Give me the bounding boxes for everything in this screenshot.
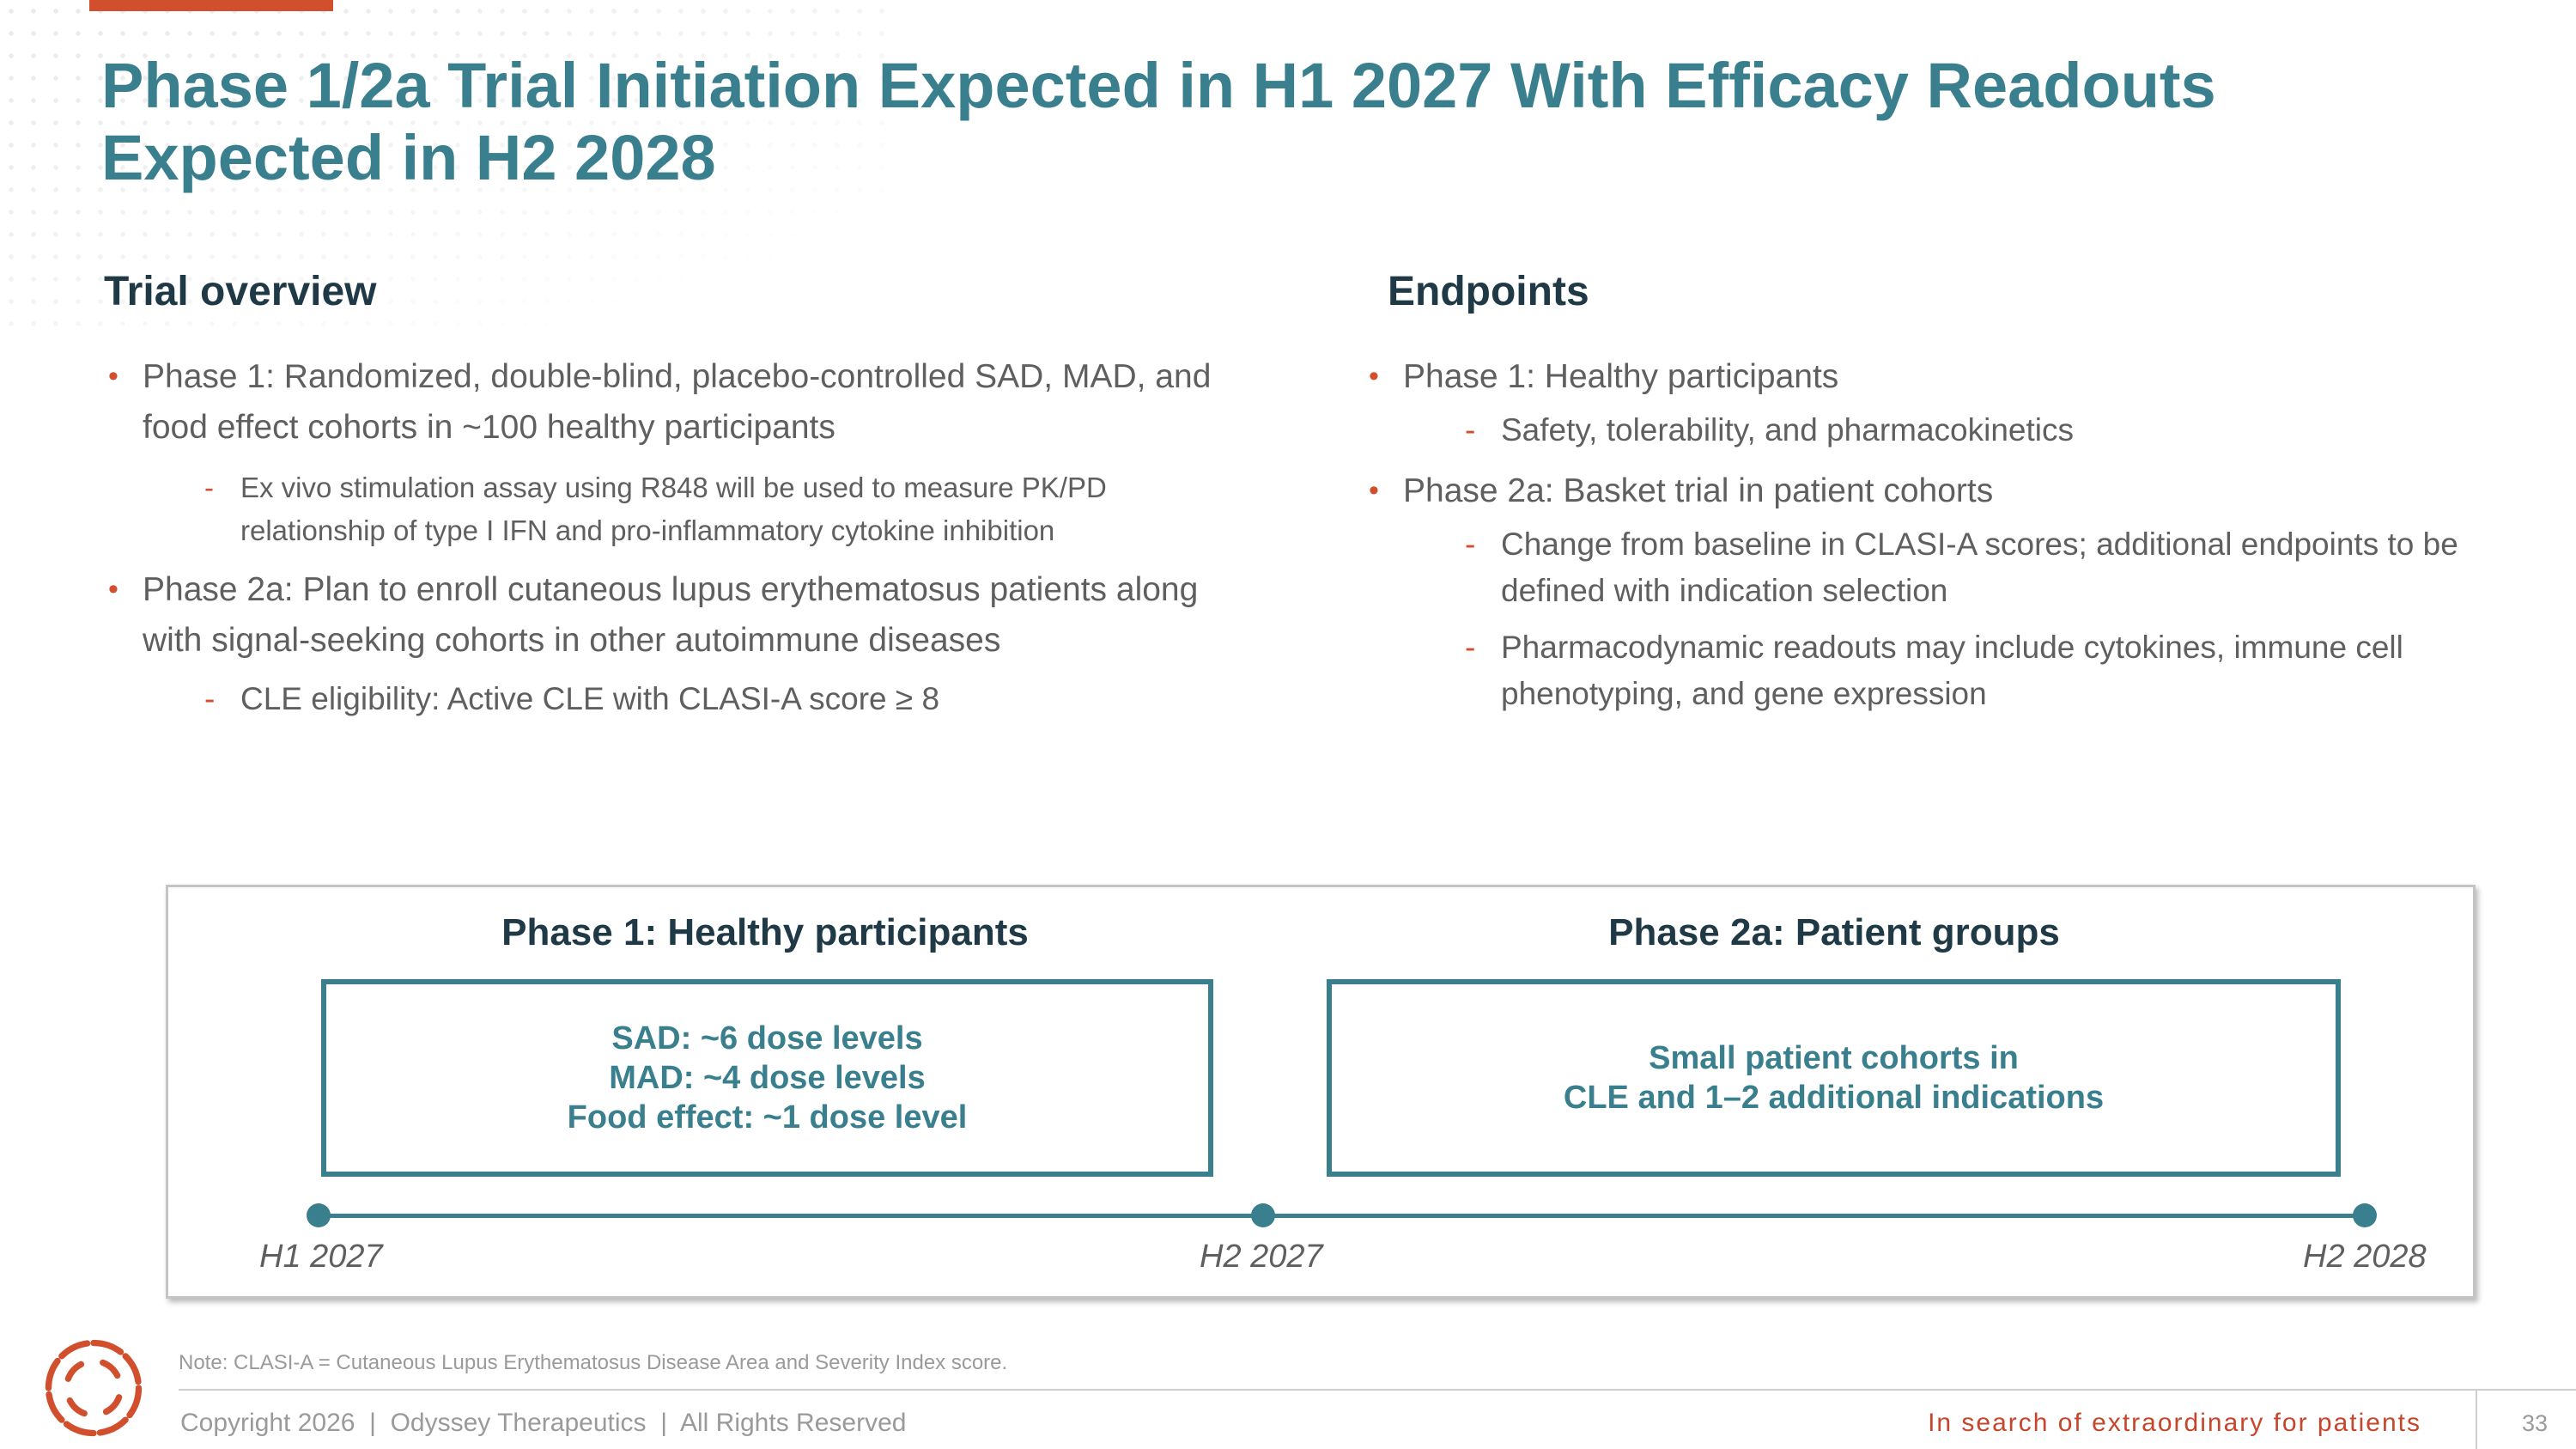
milestone-dot	[307, 1203, 331, 1227]
phase1-line: MAD: ~4 dose levels	[609, 1060, 926, 1096]
page-number: 33	[2522, 1410, 2549, 1436]
milestone-label: H1 2027	[259, 1239, 383, 1275]
sub-bullet-text: Safety, tolerability, and pharmacokineti…	[1501, 412, 2075, 447]
phase2-line: Small patient cohorts in	[1649, 1040, 2019, 1076]
milestone-label: H2 2028	[2303, 1239, 2427, 1275]
dot-pattern-decoration	[0, 0, 893, 326]
phase1-heading: Phase 1: Healthy participants	[501, 911, 1029, 953]
phase1-box: SAD: ~6 dose levels MAD: ~4 dose levels …	[321, 979, 1213, 1177]
bullet-text: Phase 2a: Basket trial in patient cohort…	[1403, 472, 1994, 509]
tagline: In search of extraordinary for patients	[1928, 1409, 2421, 1437]
list-item: • Phase 2a: Plan to enroll cutaneous lup…	[105, 564, 1238, 666]
sub-bullet-text: Pharmacodynamic readouts may include cyt…	[1501, 630, 2403, 711]
list-item: • Phase 1: Healthy participants	[1365, 351, 2482, 402]
sub-list-item: - Safety, tolerability, and pharmacokine…	[1365, 407, 2482, 454]
phase2-line: CLE and 1–2 additional indications	[1563, 1080, 2105, 1116]
bullet-dot-icon: •	[108, 360, 118, 393]
sub-list-item: - Ex vivo stimulation assay using R848 w…	[105, 466, 1238, 552]
bullet-text: Phase 1: Healthy participants	[1403, 358, 1839, 395]
sub-list-item: - Pharmacodynamic readouts may include c…	[1365, 624, 2482, 717]
accent-bar	[89, 0, 333, 11]
bullet-text: Phase 1: Randomized, double-blind, place…	[143, 358, 1212, 446]
footer-separator	[2476, 1389, 2477, 1449]
slide-title: Phase 1/2a Trial Initiation Expected in …	[101, 50, 2216, 193]
dash-icon: -	[1465, 527, 1476, 562]
bullet-dot-icon: •	[1369, 474, 1379, 507]
endpoints-heading: Endpoints	[1388, 269, 1589, 314]
trial-overview-heading: Trial overview	[104, 269, 377, 314]
bullet-dot-icon: •	[1369, 360, 1379, 393]
sub-bullet-text: CLE eligibility: Active CLE with CLASI-A…	[240, 681, 940, 716]
milestone-dot	[2353, 1203, 2377, 1227]
odyssey-logo-icon	[45, 1339, 143, 1437]
list-item: • Phase 2a: Basket trial in patient coho…	[1365, 466, 2482, 516]
phase2-heading: Phase 2a: Patient groups	[1608, 911, 2060, 953]
copyright-label: Copyright 2026 | Odyssey Therapeutics | …	[180, 1409, 907, 1437]
milestone-label: H2 2027	[1200, 1239, 1323, 1275]
endpoints-list: • Phase 1: Healthy participants - Safety…	[1365, 351, 2482, 717]
footer-divider	[179, 1389, 2576, 1391]
phase1-line: SAD: ~6 dose levels	[611, 1020, 923, 1056]
footnote: Note: CLASI-A = Cutaneous Lupus Erythema…	[179, 1351, 1008, 1374]
sub-list-item: - CLE eligibility: Active CLE with CLASI…	[105, 676, 1238, 722]
bullet-dot-icon: •	[108, 573, 118, 606]
phase2-box: Small patient cohorts in CLE and 1–2 add…	[1327, 979, 2341, 1177]
sub-bullet-text: Change from baseline in CLASI-A scores; …	[1501, 527, 2458, 608]
sub-bullet-text: Ex vivo stimulation assay using R848 wil…	[240, 472, 1107, 546]
timeline-axis	[319, 1214, 2363, 1218]
copyright-text: Copyright 2026 | Odyssey Therapeutics | …	[180, 1409, 906, 1438]
list-item: • Phase 1: Randomized, double-blind, pla…	[105, 351, 1238, 453]
timeline-panel	[166, 885, 2476, 1299]
trial-overview-list: • Phase 1: Randomized, double-blind, pla…	[105, 351, 1238, 722]
dash-icon: -	[1465, 412, 1476, 447]
sub-list-item: - Change from baseline in CLASI-A scores…	[1365, 521, 2482, 614]
milestone-dot	[1251, 1203, 1275, 1227]
dash-icon: -	[204, 472, 214, 503]
dash-icon: -	[204, 681, 216, 716]
bullet-text: Phase 2a: Plan to enroll cutaneous lupus…	[143, 571, 1199, 659]
phase1-line: Food effect: ~1 dose level	[567, 1099, 968, 1135]
dash-icon: -	[1465, 630, 1476, 665]
